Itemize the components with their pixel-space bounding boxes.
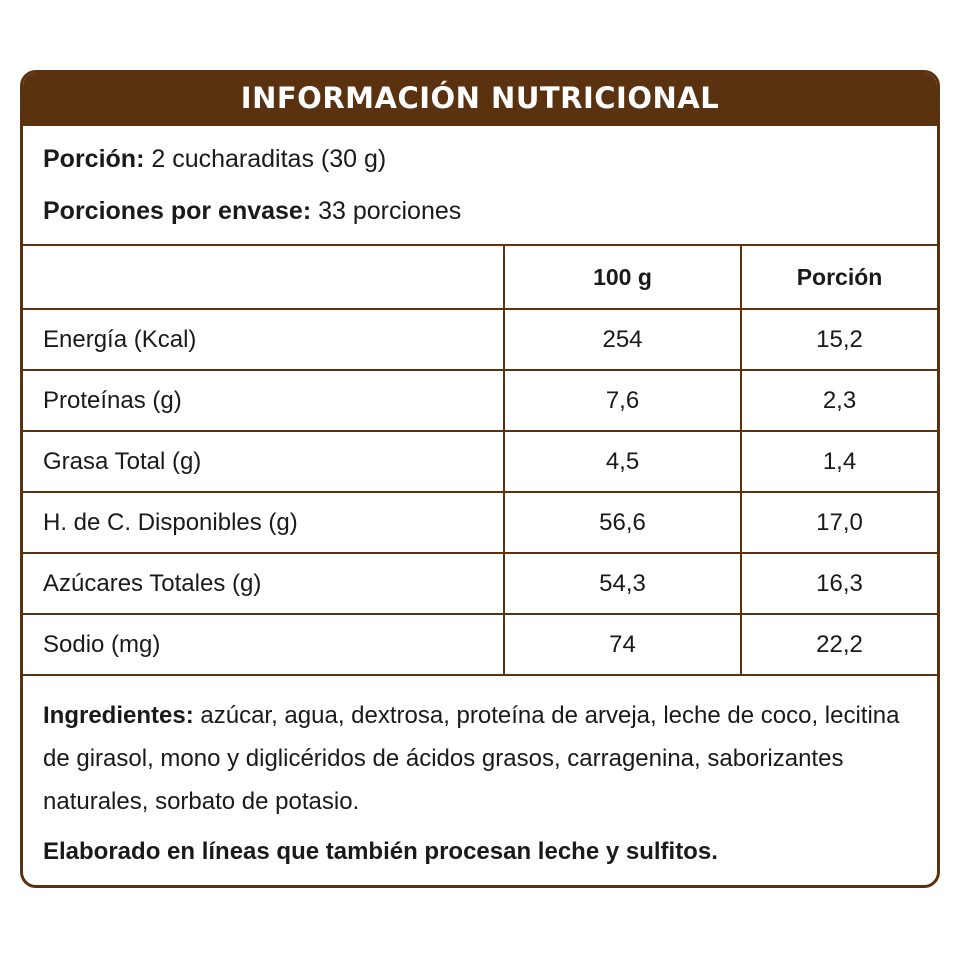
ingredients-label: Ingredientes: xyxy=(43,702,194,729)
table-row: Energía (Kcal) 254 15,2 xyxy=(23,308,937,371)
nutrient-portion: 17,0 xyxy=(740,491,937,554)
nutrient-name: Sodio (mg) xyxy=(23,613,505,676)
table-row: Sodio (mg) 74 22,2 xyxy=(23,613,937,676)
nutrient-name: Energía (Kcal) xyxy=(23,308,505,371)
table-row: Grasa Total (g) 4,5 1,4 xyxy=(23,430,937,493)
portion-label: Porción: xyxy=(43,145,145,173)
nutrient-portion: 22,2 xyxy=(740,613,937,676)
nutrient-per100: 254 xyxy=(503,308,742,371)
nutrient-name: Proteínas (g) xyxy=(23,369,505,432)
nutrient-portion: 1,4 xyxy=(740,430,937,493)
nutrient-per100: 54,3 xyxy=(503,552,742,615)
panel-title: INFORMACIÓN NUTRICIONAL xyxy=(23,73,937,126)
table-header-row: 100 g Porción xyxy=(23,246,937,310)
nutrient-portion: 2,3 xyxy=(740,369,937,432)
nutrition-facts-panel: INFORMACIÓN NUTRICIONAL Porción: 2 cucha… xyxy=(20,70,940,888)
ingredients-list: azúcar, agua, dextrosa, proteína de arve… xyxy=(43,702,900,815)
nutrition-table: 100 g Porción Energía (Kcal) 254 15,2 Pr… xyxy=(23,246,937,676)
nutrient-name: Grasa Total (g) xyxy=(23,430,505,493)
serving-info: Porción: 2 cucharaditas (30 g) Porciones… xyxy=(23,126,937,246)
portion-line: Porción: 2 cucharaditas (30 g) xyxy=(43,146,915,172)
table-row: Azúcares Totales (g) 54,3 16,3 xyxy=(23,552,937,615)
header-cell-100g: 100 g xyxy=(503,246,742,310)
header-cell-nutrient xyxy=(23,246,505,310)
header-cell-portion: Porción xyxy=(740,246,937,310)
per-package-value: 33 porciones xyxy=(318,197,462,225)
nutrient-per100: 4,5 xyxy=(503,430,742,493)
ingredients-text: Ingredientes: azúcar, agua, dextrosa, pr… xyxy=(43,694,915,823)
nutrient-per100: 7,6 xyxy=(503,369,742,432)
allergen-warning: Elaborado en líneas que también procesan… xyxy=(43,838,718,865)
table-row: H. de C. Disponibles (g) 56,6 17,0 xyxy=(23,491,937,554)
nutrient-per100: 74 xyxy=(503,613,742,676)
per-package-label: Porciones por envase: xyxy=(43,197,312,225)
nutrient-portion: 16,3 xyxy=(740,552,937,615)
per-package-line: Porciones por envase: 33 porciones xyxy=(43,198,915,224)
nutrient-name: Azúcares Totales (g) xyxy=(23,552,505,615)
footer-section: Ingredientes: azúcar, agua, dextrosa, pr… xyxy=(23,676,937,873)
portion-value: 2 cucharaditas (30 g) xyxy=(151,145,387,173)
nutrient-name: H. de C. Disponibles (g) xyxy=(23,491,505,554)
nutrient-per100: 56,6 xyxy=(503,491,742,554)
nutrient-portion: 15,2 xyxy=(740,308,937,371)
table-row: Proteínas (g) 7,6 2,3 xyxy=(23,369,937,432)
